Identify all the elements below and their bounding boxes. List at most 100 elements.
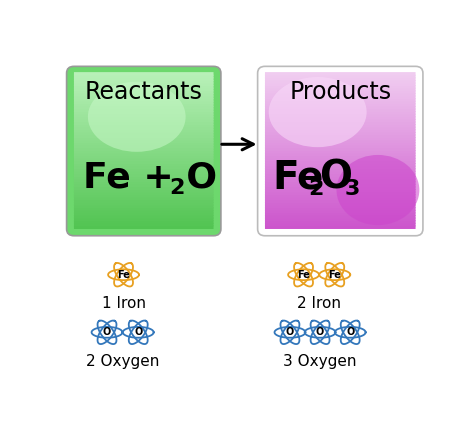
FancyBboxPatch shape <box>74 223 213 226</box>
FancyBboxPatch shape <box>265 124 416 128</box>
Text: 3 Oxygen: 3 Oxygen <box>283 354 357 369</box>
FancyBboxPatch shape <box>265 119 416 122</box>
FancyBboxPatch shape <box>265 155 416 159</box>
Circle shape <box>134 329 142 336</box>
FancyBboxPatch shape <box>74 165 213 169</box>
FancyBboxPatch shape <box>265 184 416 187</box>
FancyBboxPatch shape <box>265 213 416 216</box>
FancyBboxPatch shape <box>74 114 213 117</box>
FancyBboxPatch shape <box>265 220 416 224</box>
FancyBboxPatch shape <box>265 93 416 96</box>
FancyBboxPatch shape <box>265 80 416 84</box>
FancyBboxPatch shape <box>265 135 416 138</box>
FancyBboxPatch shape <box>74 139 213 143</box>
FancyBboxPatch shape <box>74 103 213 107</box>
Circle shape <box>103 329 111 336</box>
Circle shape <box>286 329 294 336</box>
FancyBboxPatch shape <box>74 150 213 154</box>
FancyBboxPatch shape <box>74 197 213 200</box>
FancyBboxPatch shape <box>74 191 213 195</box>
FancyBboxPatch shape <box>265 181 416 185</box>
FancyBboxPatch shape <box>265 163 416 167</box>
FancyBboxPatch shape <box>265 75 416 78</box>
Text: 1 Iron: 1 Iron <box>101 297 146 312</box>
FancyBboxPatch shape <box>265 173 416 177</box>
FancyBboxPatch shape <box>265 106 416 110</box>
FancyBboxPatch shape <box>265 132 416 136</box>
FancyBboxPatch shape <box>265 114 416 117</box>
FancyBboxPatch shape <box>74 153 213 156</box>
FancyBboxPatch shape <box>74 132 213 136</box>
FancyBboxPatch shape <box>265 199 416 203</box>
FancyBboxPatch shape <box>265 137 416 141</box>
FancyBboxPatch shape <box>74 163 213 167</box>
FancyBboxPatch shape <box>265 150 416 154</box>
FancyBboxPatch shape <box>74 124 213 128</box>
FancyBboxPatch shape <box>265 161 416 164</box>
FancyBboxPatch shape <box>74 98 213 102</box>
FancyBboxPatch shape <box>265 127 416 130</box>
FancyBboxPatch shape <box>74 80 213 84</box>
FancyBboxPatch shape <box>265 129 416 133</box>
FancyBboxPatch shape <box>265 187 416 190</box>
Circle shape <box>300 271 308 278</box>
FancyBboxPatch shape <box>265 179 416 182</box>
FancyBboxPatch shape <box>265 215 416 219</box>
Text: Fe: Fe <box>272 158 324 197</box>
FancyBboxPatch shape <box>74 135 213 138</box>
FancyBboxPatch shape <box>265 168 416 172</box>
Text: 2 Iron: 2 Iron <box>297 297 341 312</box>
Ellipse shape <box>337 155 419 225</box>
FancyBboxPatch shape <box>74 77 213 81</box>
FancyBboxPatch shape <box>74 145 213 148</box>
FancyBboxPatch shape <box>74 220 213 224</box>
Text: O: O <box>316 327 324 337</box>
FancyBboxPatch shape <box>265 153 416 156</box>
FancyBboxPatch shape <box>265 109 416 112</box>
FancyBboxPatch shape <box>74 181 213 185</box>
FancyBboxPatch shape <box>265 77 416 81</box>
FancyBboxPatch shape <box>74 116 213 120</box>
FancyBboxPatch shape <box>265 217 416 221</box>
FancyBboxPatch shape <box>74 207 213 211</box>
FancyBboxPatch shape <box>265 189 416 193</box>
FancyBboxPatch shape <box>74 93 213 96</box>
FancyBboxPatch shape <box>265 88 416 92</box>
FancyBboxPatch shape <box>74 85 213 89</box>
Ellipse shape <box>88 82 186 152</box>
Circle shape <box>346 329 354 336</box>
FancyBboxPatch shape <box>74 95 213 99</box>
FancyBboxPatch shape <box>74 119 213 122</box>
FancyBboxPatch shape <box>74 88 213 92</box>
Text: Fe: Fe <box>117 270 130 280</box>
FancyBboxPatch shape <box>265 95 416 99</box>
FancyBboxPatch shape <box>265 210 416 213</box>
FancyBboxPatch shape <box>74 215 213 219</box>
FancyBboxPatch shape <box>265 103 416 107</box>
FancyBboxPatch shape <box>265 223 416 226</box>
FancyBboxPatch shape <box>66 66 221 236</box>
Text: 3: 3 <box>345 179 360 199</box>
FancyBboxPatch shape <box>265 176 416 180</box>
FancyBboxPatch shape <box>74 72 213 76</box>
FancyBboxPatch shape <box>74 187 213 190</box>
FancyBboxPatch shape <box>265 147 416 151</box>
FancyBboxPatch shape <box>265 191 416 195</box>
FancyBboxPatch shape <box>265 207 416 211</box>
FancyBboxPatch shape <box>74 171 213 174</box>
Text: Products: Products <box>289 80 392 104</box>
FancyBboxPatch shape <box>74 75 213 78</box>
FancyBboxPatch shape <box>265 98 416 102</box>
FancyBboxPatch shape <box>74 210 213 213</box>
Text: O: O <box>319 158 352 197</box>
FancyBboxPatch shape <box>74 205 213 208</box>
Text: Reactants: Reactants <box>85 80 203 104</box>
FancyBboxPatch shape <box>74 173 213 177</box>
Ellipse shape <box>269 77 366 147</box>
Circle shape <box>331 271 338 278</box>
FancyBboxPatch shape <box>74 142 213 146</box>
FancyBboxPatch shape <box>74 161 213 164</box>
FancyBboxPatch shape <box>74 176 213 180</box>
FancyBboxPatch shape <box>265 158 416 161</box>
FancyBboxPatch shape <box>265 205 416 208</box>
